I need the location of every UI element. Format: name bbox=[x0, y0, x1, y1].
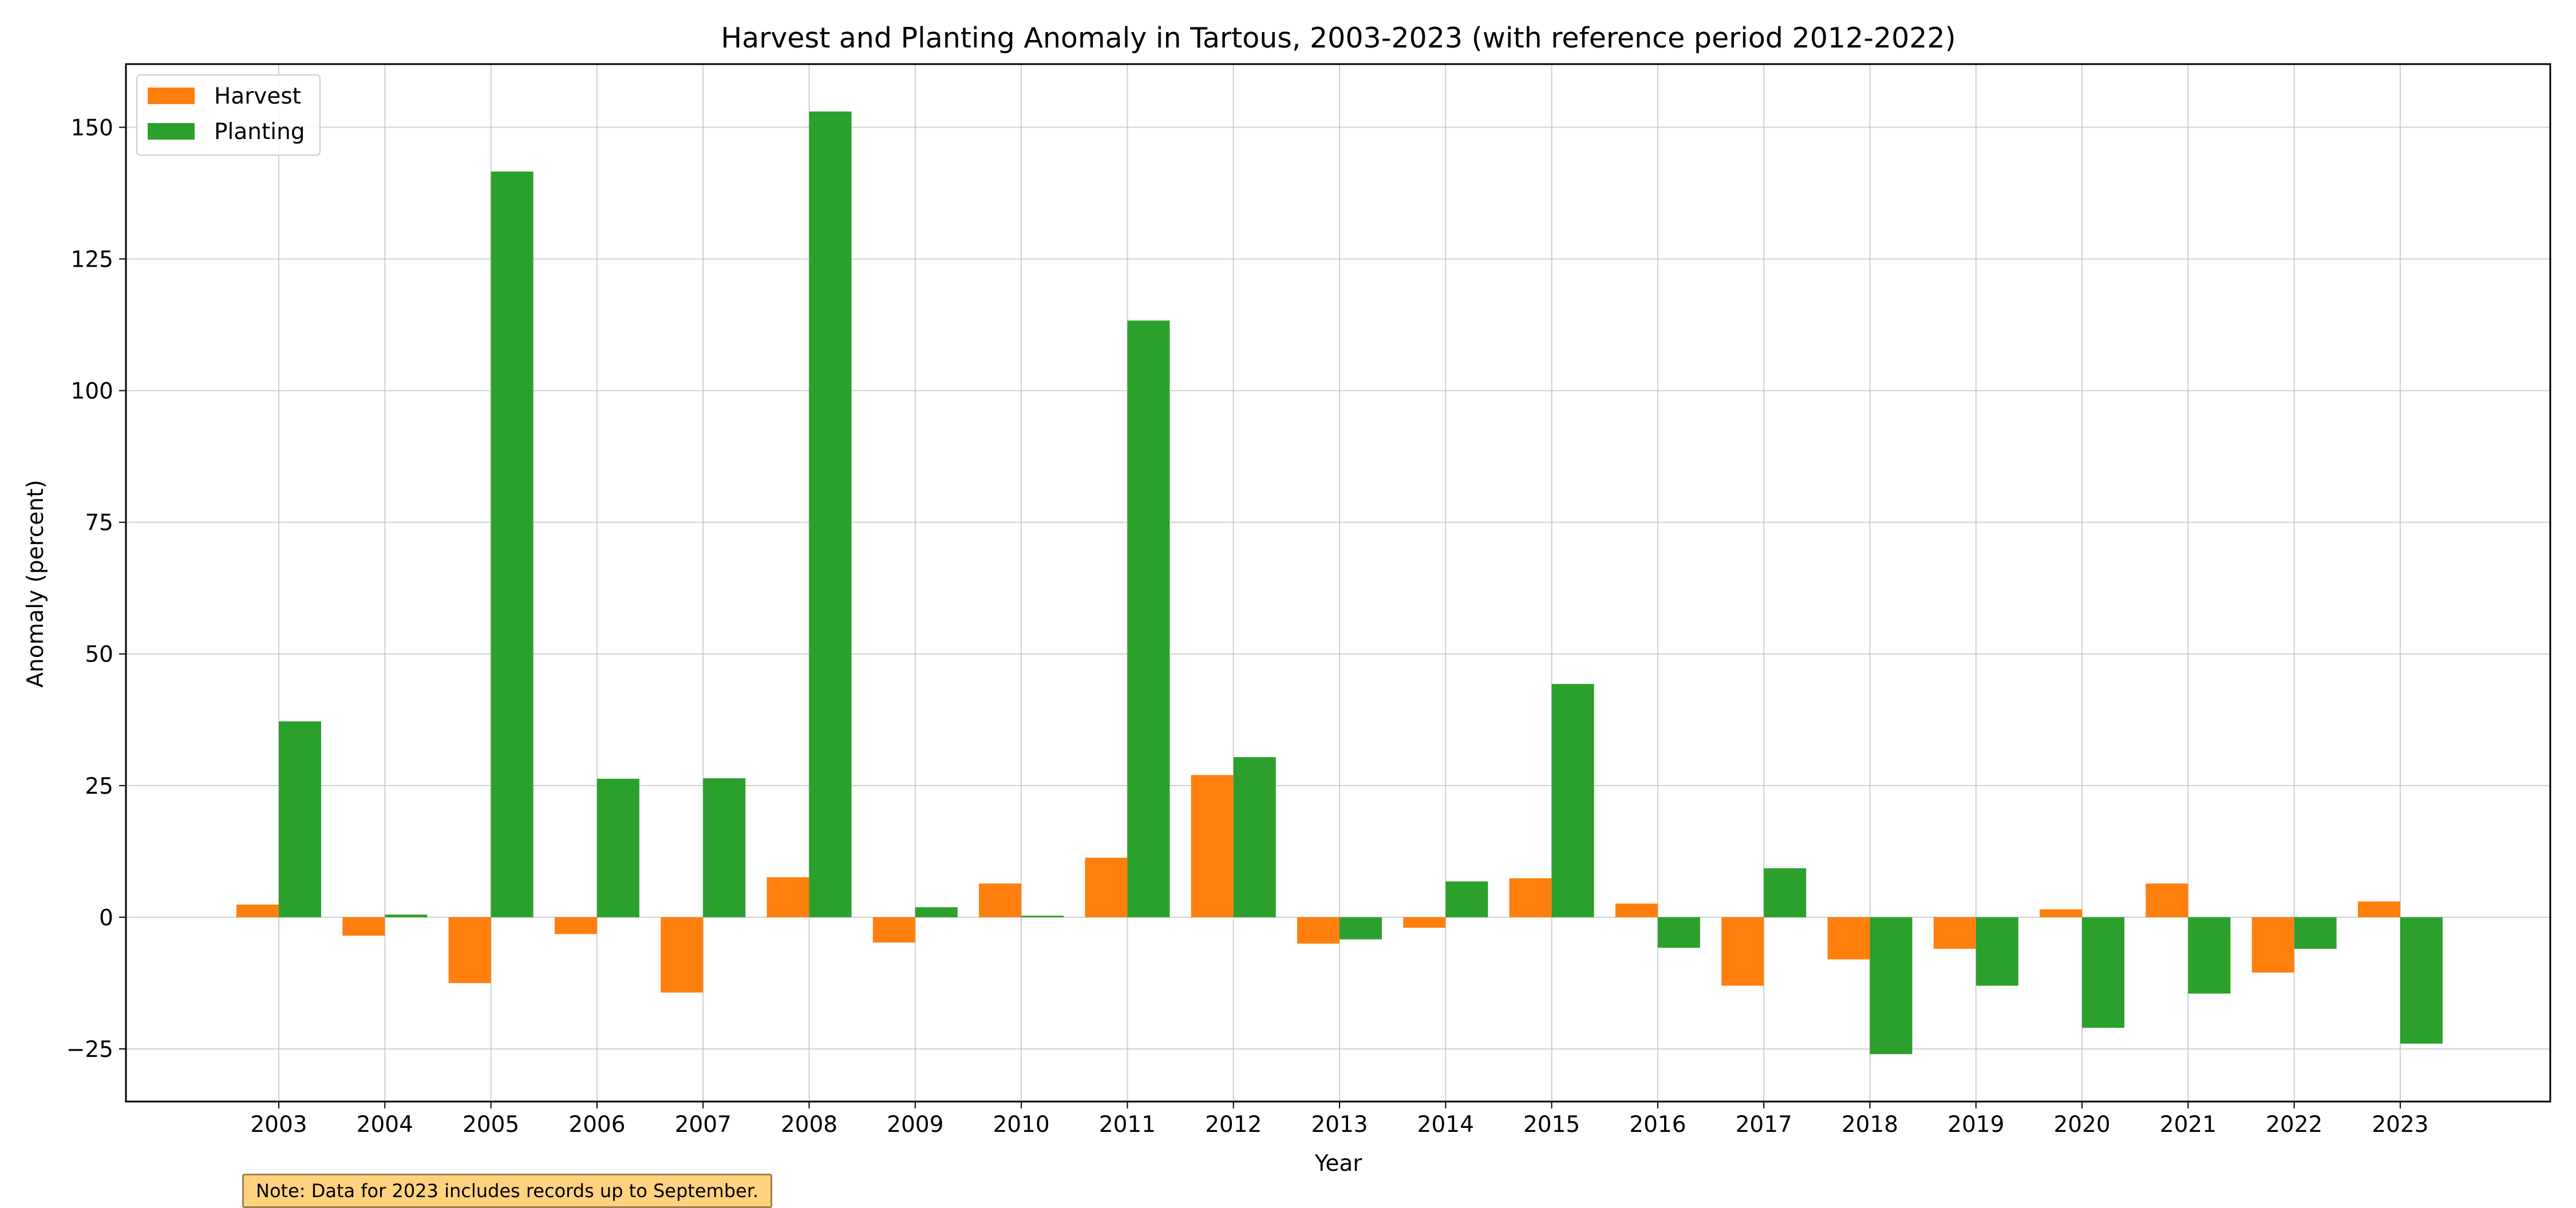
x-axis-ticks: 2003 2004 2005 2006 2007 2008 2009 2010 2011 2012… bbox=[250, 1102, 2429, 1138]
harvest-bar-2008 bbox=[767, 877, 809, 917]
planting-bar-2020 bbox=[2082, 917, 2125, 1028]
x-tick-label: 2022 bbox=[2266, 1112, 2322, 1138]
x-tick-label: 2018 bbox=[1842, 1112, 1898, 1138]
harvest-bar-2004 bbox=[342, 917, 385, 936]
planting-bar-2011 bbox=[1127, 320, 1170, 917]
x-tick-label: 2020 bbox=[2053, 1112, 2110, 1138]
x-tick-label: 2021 bbox=[2160, 1112, 2217, 1138]
plot-frame bbox=[125, 63, 2551, 1103]
harvest-bar-2009 bbox=[872, 917, 915, 943]
harvest-bar-2022 bbox=[2251, 917, 2294, 973]
bars bbox=[236, 111, 2443, 1055]
harvest-bar-2015 bbox=[1509, 878, 1552, 917]
y-tick-label: 0 bbox=[99, 905, 113, 931]
harvest-bar-2007 bbox=[661, 917, 704, 993]
x-tick-label: 2014 bbox=[1417, 1112, 1474, 1138]
harvest-bar-2018 bbox=[1827, 917, 1870, 960]
planting-bar-2017 bbox=[1764, 868, 1807, 917]
y-tick-label: 150 bbox=[71, 115, 113, 141]
planting-bar-2023 bbox=[2400, 917, 2443, 1044]
harvest-bar-2023 bbox=[2358, 901, 2400, 917]
x-tick-label: 2004 bbox=[357, 1112, 413, 1138]
x-axis-label: Year bbox=[1314, 1151, 1363, 1177]
harvest-bar-2019 bbox=[1933, 917, 1976, 949]
planting-bar-2018 bbox=[1870, 917, 1913, 1055]
y-axis-label: Anomaly (percent) bbox=[23, 480, 49, 687]
chart-title: Harvest and Planting Anomaly in Tartous,… bbox=[721, 22, 1955, 54]
x-tick-label: 2010 bbox=[993, 1112, 1049, 1138]
x-tick-label: 2017 bbox=[1736, 1112, 1792, 1138]
y-tick-label: 100 bbox=[71, 379, 113, 405]
x-tick-label: 2013 bbox=[1311, 1112, 1368, 1138]
x-tick-label: 2012 bbox=[1205, 1112, 1262, 1138]
y-tick-label: 75 bbox=[85, 510, 113, 536]
planting-bar-2015 bbox=[1551, 684, 1594, 917]
legend-swatch-planting bbox=[148, 123, 195, 140]
x-tick-label: 2015 bbox=[1523, 1112, 1580, 1138]
y-tick-label: 125 bbox=[71, 247, 113, 273]
harvest-bar-2016 bbox=[1615, 903, 1658, 917]
planting-bar-2006 bbox=[596, 778, 639, 917]
legend-label-planting: Planting bbox=[214, 119, 305, 145]
planting-bar-2022 bbox=[2294, 917, 2337, 949]
planting-bar-2009 bbox=[915, 907, 958, 917]
planting-bar-2008 bbox=[809, 111, 852, 917]
planting-bar-2010 bbox=[1021, 916, 1064, 917]
harvest-bar-2010 bbox=[979, 883, 1022, 917]
planting-bar-2019 bbox=[1976, 917, 2018, 986]
planting-bar-2012 bbox=[1233, 757, 1276, 917]
footnote: Note: Data for 2023 includes records up … bbox=[242, 1174, 773, 1208]
x-tick-label: 2006 bbox=[568, 1112, 625, 1138]
y-tick-label: 50 bbox=[85, 642, 113, 668]
planting-bar-2016 bbox=[1657, 917, 1700, 948]
planting-bar-2013 bbox=[1340, 917, 1382, 940]
x-tick-label: 2009 bbox=[887, 1112, 943, 1138]
harvest-bar-2013 bbox=[1297, 917, 1340, 944]
x-tick-label: 2016 bbox=[1629, 1112, 1686, 1138]
planting-bar-2007 bbox=[703, 778, 746, 917]
x-tick-label: 2011 bbox=[1099, 1112, 1156, 1138]
y-tick-label: −25 bbox=[66, 1037, 113, 1063]
harvest-bar-2011 bbox=[1085, 857, 1128, 917]
planting-bar-2021 bbox=[2188, 917, 2231, 994]
harvest-bar-2021 bbox=[2146, 883, 2188, 917]
x-tick-label: 2023 bbox=[2372, 1112, 2428, 1138]
harvest-bar-2006 bbox=[554, 917, 597, 934]
planting-bar-2004 bbox=[385, 914, 428, 917]
harvest-bar-2017 bbox=[1721, 917, 1764, 986]
planting-bar-2003 bbox=[279, 721, 321, 917]
legend-label-harvest: Harvest bbox=[214, 84, 301, 109]
planting-bar-2005 bbox=[491, 171, 534, 917]
x-tick-label: 2007 bbox=[675, 1112, 732, 1138]
harvest-bar-2012 bbox=[1191, 775, 1234, 917]
y-tick-label: 25 bbox=[85, 774, 113, 799]
harvest-bar-2020 bbox=[2040, 909, 2083, 917]
legend: Harvest Planting bbox=[136, 74, 321, 156]
harvest-bar-2005 bbox=[448, 917, 491, 983]
x-tick-label: 2019 bbox=[1947, 1112, 2004, 1138]
harvest-bar-2014 bbox=[1403, 917, 1446, 928]
x-tick-label: 2003 bbox=[250, 1112, 307, 1138]
y-axis-ticks: −25 0 25 50 75 100 125 150 bbox=[66, 115, 126, 1063]
x-tick-label: 2005 bbox=[463, 1112, 519, 1138]
x-tick-label: 2008 bbox=[781, 1112, 837, 1138]
planting-bar-2014 bbox=[1445, 881, 1488, 917]
legend-swatch-harvest bbox=[148, 88, 195, 104]
harvest-bar-2003 bbox=[236, 904, 279, 917]
